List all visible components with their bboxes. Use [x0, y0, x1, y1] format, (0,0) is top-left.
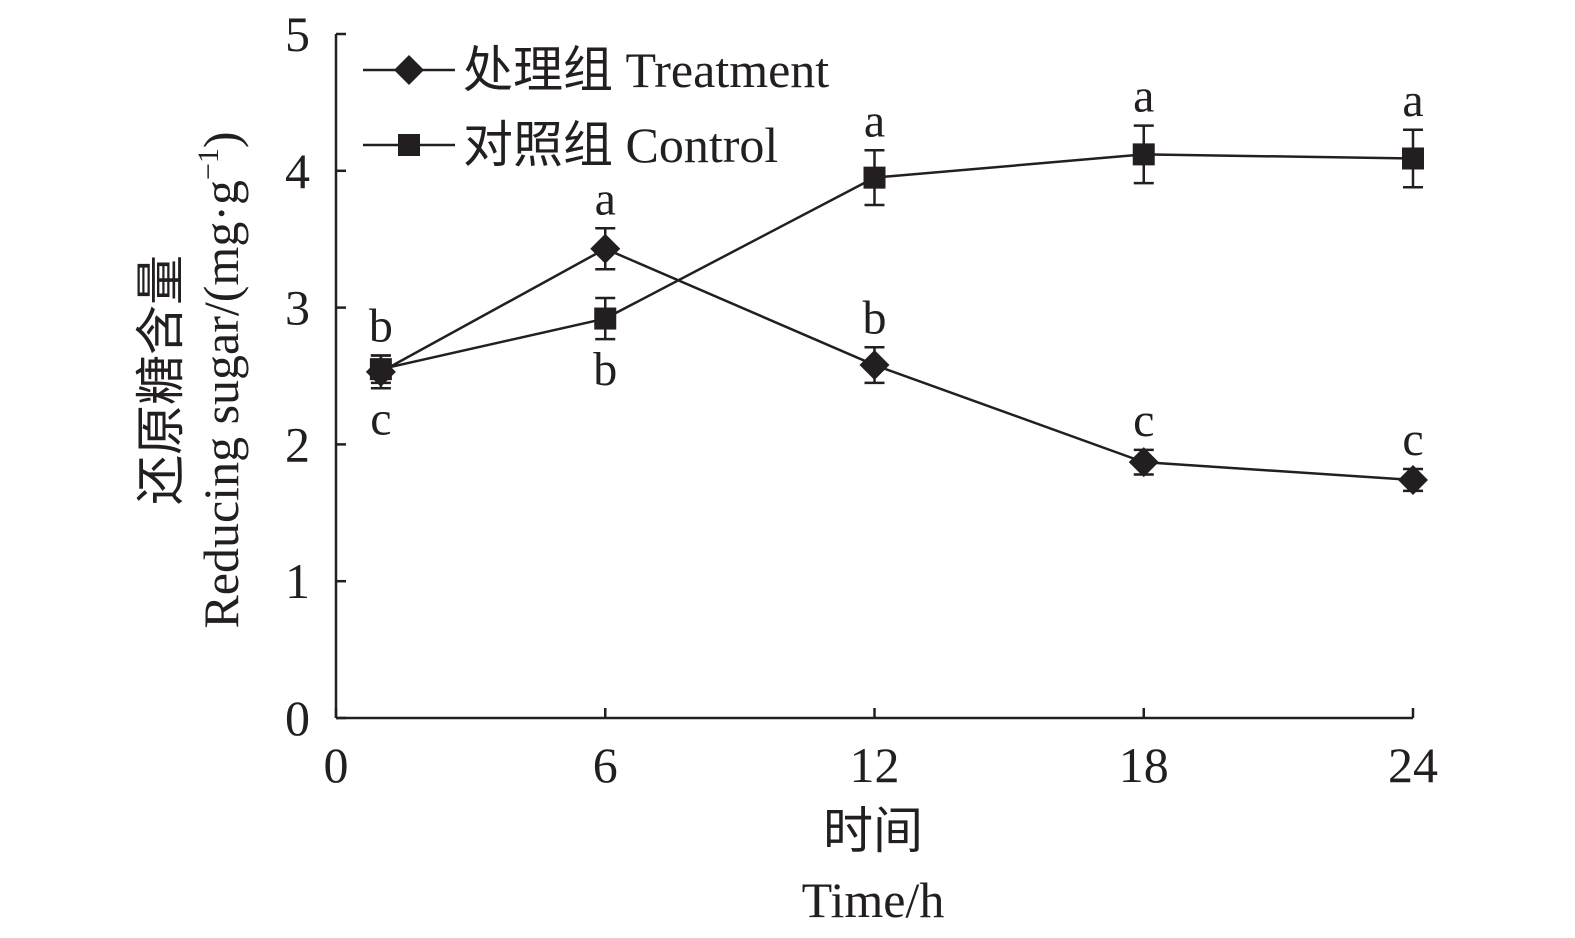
y-tick-label: 1 [285, 553, 310, 609]
significance-label: b [593, 343, 617, 396]
y-tick-label: 5 [285, 6, 310, 62]
legend-marker-diamond [394, 55, 424, 85]
x-axis-label-cn: 时间 [823, 803, 923, 859]
x-tick-label: 18 [1119, 737, 1169, 793]
y-tick-label: 3 [285, 280, 310, 336]
legend-label: 对照组 Control [463, 117, 778, 173]
x-tick-label: 6 [593, 737, 618, 793]
y-tick-label: 2 [285, 416, 310, 472]
significance-label: c [370, 392, 391, 445]
x-ticks: 0 6 12 18 24 [324, 708, 1438, 793]
y-tick-label: 4 [285, 143, 310, 199]
y-axis-label-cn: 还原糖含量 [133, 255, 189, 505]
significance-label: c [1133, 394, 1154, 447]
significance-label: b [369, 299, 393, 352]
data-point-square [1402, 147, 1424, 170]
y-axis-label-en-main: Reducing sugar/(mg·g [193, 180, 249, 629]
significance-label: b [863, 291, 887, 344]
data-point-square [369, 358, 392, 381]
significance-label: a [1133, 70, 1154, 123]
y-tick-label: 0 [285, 690, 310, 746]
legend-item: 处理组 Treatment [363, 42, 829, 98]
x-axis-label-en: Time/h [802, 872, 945, 928]
series-line [380, 247, 1414, 482]
data-point-square [1132, 143, 1155, 166]
legend-item: 对照组 Control [363, 117, 778, 173]
data-point-square [594, 307, 617, 330]
series-control: b b a a a [369, 70, 1424, 396]
x-tick-label: 24 [1388, 737, 1438, 793]
series-line [380, 153, 1414, 371]
significance-label: a [864, 94, 885, 147]
y-axis-label-en-close: ) [193, 131, 249, 148]
y-axis-label-en: Reducing sugar/(mg·g−1) [192, 131, 249, 628]
y-axis-label-en-sup: −1 [192, 148, 225, 180]
data-point-square [863, 166, 886, 189]
y-axis-label: 还原糖含量 [133, 255, 189, 505]
y-axis-label-en-group: Reducing sugar/(mg·g−1) [192, 131, 249, 628]
significance-label: a [595, 172, 616, 225]
significance-label: c [1402, 413, 1423, 466]
x-tick-label: 0 [324, 737, 349, 793]
data-point-diamond [1398, 464, 1428, 495]
legend: 处理组 Treatment 对照组 Control [363, 42, 829, 173]
y-ticks: 0 1 2 3 4 5 [285, 6, 346, 746]
significance-label: a [1402, 74, 1423, 127]
data-point-diamond [590, 233, 621, 264]
legend-marker-square [398, 134, 420, 156]
data-point-diamond [859, 350, 890, 381]
data-point-diamond [1128, 447, 1159, 478]
x-tick-label: 12 [850, 737, 900, 793]
legend-label: 处理组 Treatment [463, 42, 829, 98]
